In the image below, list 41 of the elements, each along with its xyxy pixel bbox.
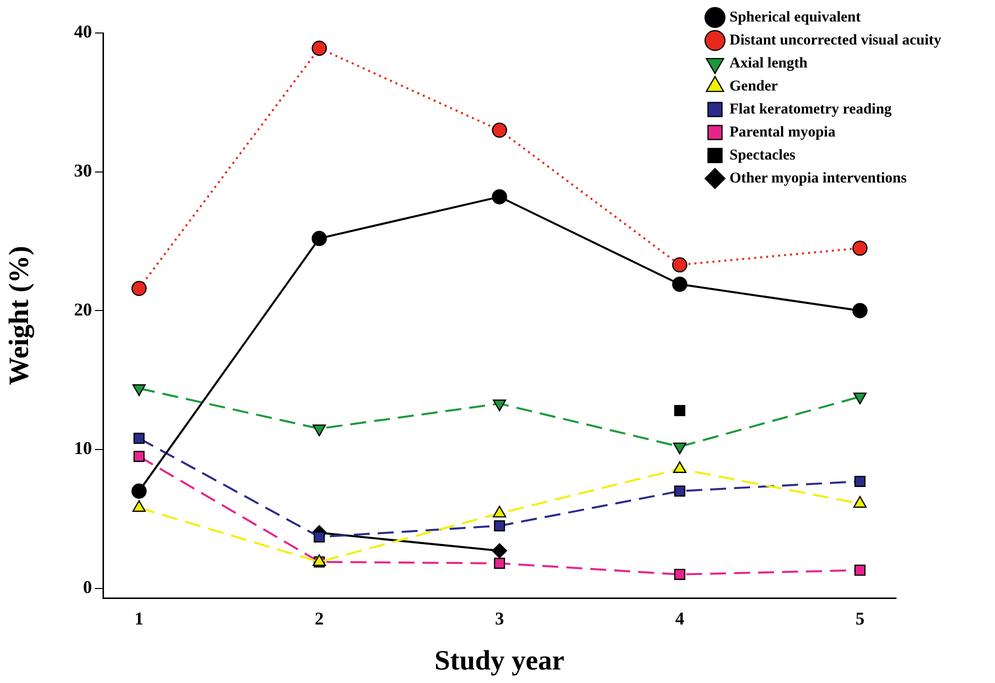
- legend-label: Axial length: [730, 55, 808, 72]
- legend-label: Gender: [730, 78, 778, 94]
- y-axis-title: Weight (%): [4, 246, 36, 386]
- x-tick-label: 4: [675, 608, 684, 628]
- point: [494, 558, 506, 569]
- point: [674, 568, 686, 580]
- point: [133, 432, 145, 444]
- y-tick-label: 30: [74, 160, 92, 180]
- x-tick-label: 2: [314, 608, 324, 628]
- point: [312, 40, 327, 56]
- point: [314, 531, 325, 542]
- point: [131, 484, 147, 499]
- point: [674, 405, 686, 416]
- legend-label: Spherical equivalent: [730, 9, 861, 26]
- point: [852, 303, 868, 318]
- point: [494, 520, 506, 532]
- y-tick-label: 0: [83, 576, 92, 597]
- legend-label: Parental myopia: [730, 124, 836, 140]
- point: [492, 122, 508, 138]
- x-tick-label: 3: [495, 608, 504, 628]
- y-tick-label: 10: [74, 438, 92, 458]
- point: [852, 240, 868, 256]
- y-tick-label: 40: [74, 22, 92, 42]
- point: [133, 450, 145, 462]
- point: [854, 476, 866, 487]
- x-tick-label: 5: [855, 608, 864, 628]
- point: [492, 189, 508, 204]
- legend-label: Other myopia interventions: [730, 170, 907, 186]
- legend-label: Flat keratometry reading: [730, 101, 892, 118]
- x-tick-label: 1: [134, 608, 144, 628]
- point: [312, 230, 327, 246]
- point: [672, 276, 688, 292]
- x-axis-title: Study year: [434, 645, 564, 676]
- point: [131, 280, 147, 296]
- legend-label: Spectacles: [730, 147, 796, 164]
- point: [672, 257, 688, 272]
- y-tick-label: 20: [74, 299, 92, 320]
- point: [854, 564, 866, 576]
- point: [492, 543, 508, 558]
- legend-label: Distant uncorrected visual acuity: [730, 32, 942, 48]
- point: [674, 486, 686, 497]
